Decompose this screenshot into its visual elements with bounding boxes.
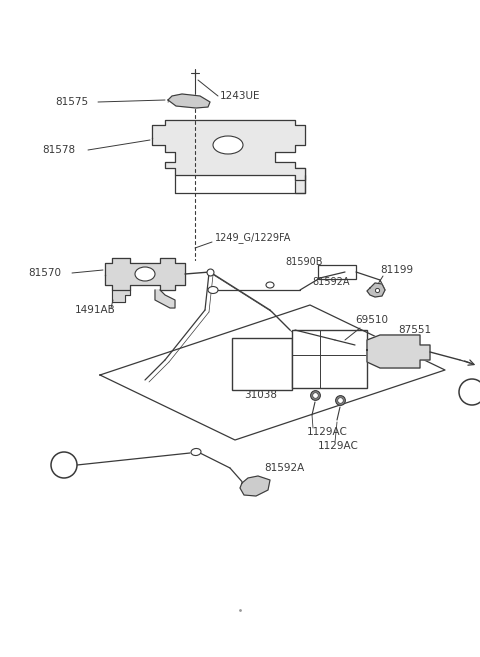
Text: 81590B: 81590B	[285, 257, 323, 267]
Text: 1249_G/1229FA: 1249_G/1229FA	[215, 233, 291, 244]
Polygon shape	[152, 120, 305, 180]
Circle shape	[459, 379, 480, 405]
Polygon shape	[240, 476, 270, 496]
Text: 81592A: 81592A	[264, 463, 304, 473]
Polygon shape	[168, 94, 210, 108]
Bar	[240, 137, 275, 153]
Bar	[292, 330, 367, 388]
Polygon shape	[367, 283, 385, 297]
Ellipse shape	[208, 286, 218, 294]
Polygon shape	[112, 290, 130, 302]
Text: 81570: 81570	[28, 268, 61, 278]
Text: 87551: 87551	[398, 325, 431, 335]
Polygon shape	[105, 258, 185, 290]
Bar	[232, 338, 292, 390]
Polygon shape	[155, 290, 175, 308]
Text: 1243UE: 1243UE	[220, 91, 261, 101]
Text: 69510: 69510	[355, 315, 388, 325]
Ellipse shape	[191, 449, 201, 455]
Bar	[402, 342, 417, 354]
Text: 1491AB: 1491AB	[75, 305, 116, 315]
Text: 1129AC: 1129AC	[307, 427, 348, 437]
Circle shape	[51, 452, 77, 478]
Text: 81578: 81578	[42, 145, 75, 155]
Text: 81592A: 81592A	[312, 277, 349, 287]
Bar	[295, 168, 305, 193]
Text: 81199: 81199	[380, 265, 413, 275]
Text: 1129AC: 1129AC	[318, 441, 359, 451]
Text: A: A	[60, 460, 67, 470]
Text: A: A	[468, 387, 475, 397]
Ellipse shape	[213, 136, 243, 154]
Ellipse shape	[266, 282, 274, 288]
Text: 81575: 81575	[55, 97, 88, 107]
Polygon shape	[367, 335, 430, 368]
Ellipse shape	[135, 267, 155, 281]
Bar	[318, 265, 356, 279]
Text: 31038: 31038	[244, 390, 277, 400]
